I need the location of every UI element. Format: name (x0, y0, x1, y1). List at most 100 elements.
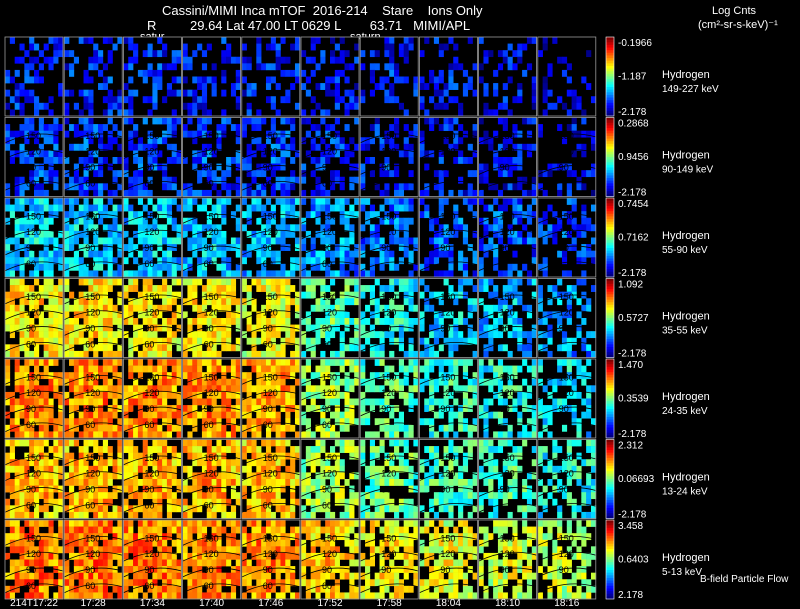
heatmap-cell (389, 83, 395, 90)
heatmap-cell (576, 183, 582, 191)
heatmap-cell (216, 224, 222, 232)
contour-label: 150 (144, 453, 159, 463)
heatmap-cell (192, 418, 198, 426)
heatmap-cell (176, 56, 182, 64)
heatmap-cell (9, 511, 15, 519)
heatmap-cell (24, 69, 30, 77)
heatmap-cell (24, 183, 30, 191)
heatmap-cell (330, 170, 336, 178)
heatmap-cell (58, 331, 64, 339)
heatmap-cell (176, 372, 182, 380)
heatmap-cell (497, 391, 504, 399)
heatmap-cell (152, 50, 158, 58)
heatmap-cell (166, 298, 173, 306)
heatmap-cell (235, 176, 241, 184)
heatmap-cell (24, 298, 30, 306)
heatmap-cell (206, 452, 212, 460)
heatmap-cell (112, 372, 118, 380)
heatmap-cell (325, 424, 331, 432)
heatmap-cell (478, 365, 484, 373)
heatmap-cell (73, 511, 79, 519)
contour-label: 150 (263, 131, 278, 141)
heatmap-cell (586, 359, 592, 366)
heatmap-cell (315, 183, 321, 191)
heatmap-cell (211, 237, 217, 245)
heatmap-cell (339, 365, 345, 373)
heatmap-cell (201, 465, 208, 473)
heatmap-cell (211, 83, 217, 90)
heatmap-cell (128, 391, 134, 399)
heatmap-cell (483, 331, 489, 339)
heatmap-cell (325, 204, 331, 212)
heatmap-cell (128, 109, 134, 117)
contour-label: 90 (85, 484, 95, 494)
heatmap-cell (586, 350, 592, 358)
heatmap-cell (261, 304, 267, 312)
heatmap-cell (83, 479, 89, 486)
heatmap-cell (429, 418, 435, 426)
heatmap-cell (483, 83, 489, 90)
heatmap-cell (14, 344, 20, 352)
pitch-angle-contour (64, 406, 123, 417)
heatmap-cell (389, 278, 395, 286)
heatmap-cell (443, 391, 449, 399)
heatmap-cell (211, 176, 217, 184)
heatmap-cell (275, 424, 281, 432)
heatmap-cell (142, 217, 148, 225)
heatmap-cell (187, 418, 193, 426)
heatmap-cell (275, 56, 281, 64)
pitch-angle-contour (182, 229, 241, 240)
heatmap-cell (24, 250, 30, 258)
heatmap-cell (517, 298, 523, 306)
heatmap-cell (123, 311, 129, 319)
heatmap-cell (339, 204, 345, 212)
heatmap-cell (483, 431, 489, 439)
heatmap-cell (128, 359, 134, 366)
heatmap-cell (581, 257, 587, 265)
heatmap-cell (123, 485, 129, 493)
pitch-angle-contour (123, 294, 182, 305)
heatmap-cell (53, 385, 59, 393)
heatmap-cell (256, 257, 262, 265)
heatmap-cell (246, 102, 252, 110)
heatmap-cell (365, 378, 371, 386)
heatmap-cell (537, 50, 543, 58)
heatmap-cell (512, 324, 518, 332)
heatmap-cell (157, 137, 163, 145)
heatmap-cell (246, 63, 252, 71)
heatmap-cell (43, 505, 49, 513)
heatmap-cell (280, 176, 286, 184)
heatmap-cell (379, 204, 385, 212)
contour-label: 150 (500, 211, 515, 221)
heatmap-cell (230, 465, 237, 473)
heatmap-cell (157, 511, 163, 519)
heatmap-cell (192, 189, 198, 197)
panel-border (4, 278, 64, 358)
heatmap-cell (552, 405, 558, 412)
heatmap-cell (438, 170, 444, 178)
heatmap-cell (58, 344, 64, 352)
heatmap-cell (201, 102, 208, 110)
heatmap-cell (171, 270, 177, 278)
heatmap-cell (354, 398, 360, 406)
heatmap-cell (176, 150, 182, 158)
heatmap-cell (325, 224, 331, 232)
heatmap-cell (93, 150, 99, 158)
pitch-angle-contour (300, 406, 360, 417)
heatmap-cell (117, 372, 123, 380)
heatmap-cell (448, 365, 454, 373)
panel-border (241, 278, 301, 358)
heatmap-cell (182, 43, 188, 51)
heatmap-cell (187, 385, 193, 393)
heatmap-cell (374, 257, 380, 265)
pitch-angle-contour (182, 406, 241, 417)
contour-label: 90 (381, 323, 391, 333)
heatmap-cell (93, 183, 99, 191)
heatmap-cell (157, 324, 163, 332)
heatmap-cell (206, 365, 212, 373)
heatmap-cell (211, 204, 217, 212)
heatmap-cell (98, 424, 104, 432)
heatmap-cell (157, 350, 163, 358)
heatmap-cell (166, 459, 173, 467)
heatmap-cell (438, 76, 444, 84)
